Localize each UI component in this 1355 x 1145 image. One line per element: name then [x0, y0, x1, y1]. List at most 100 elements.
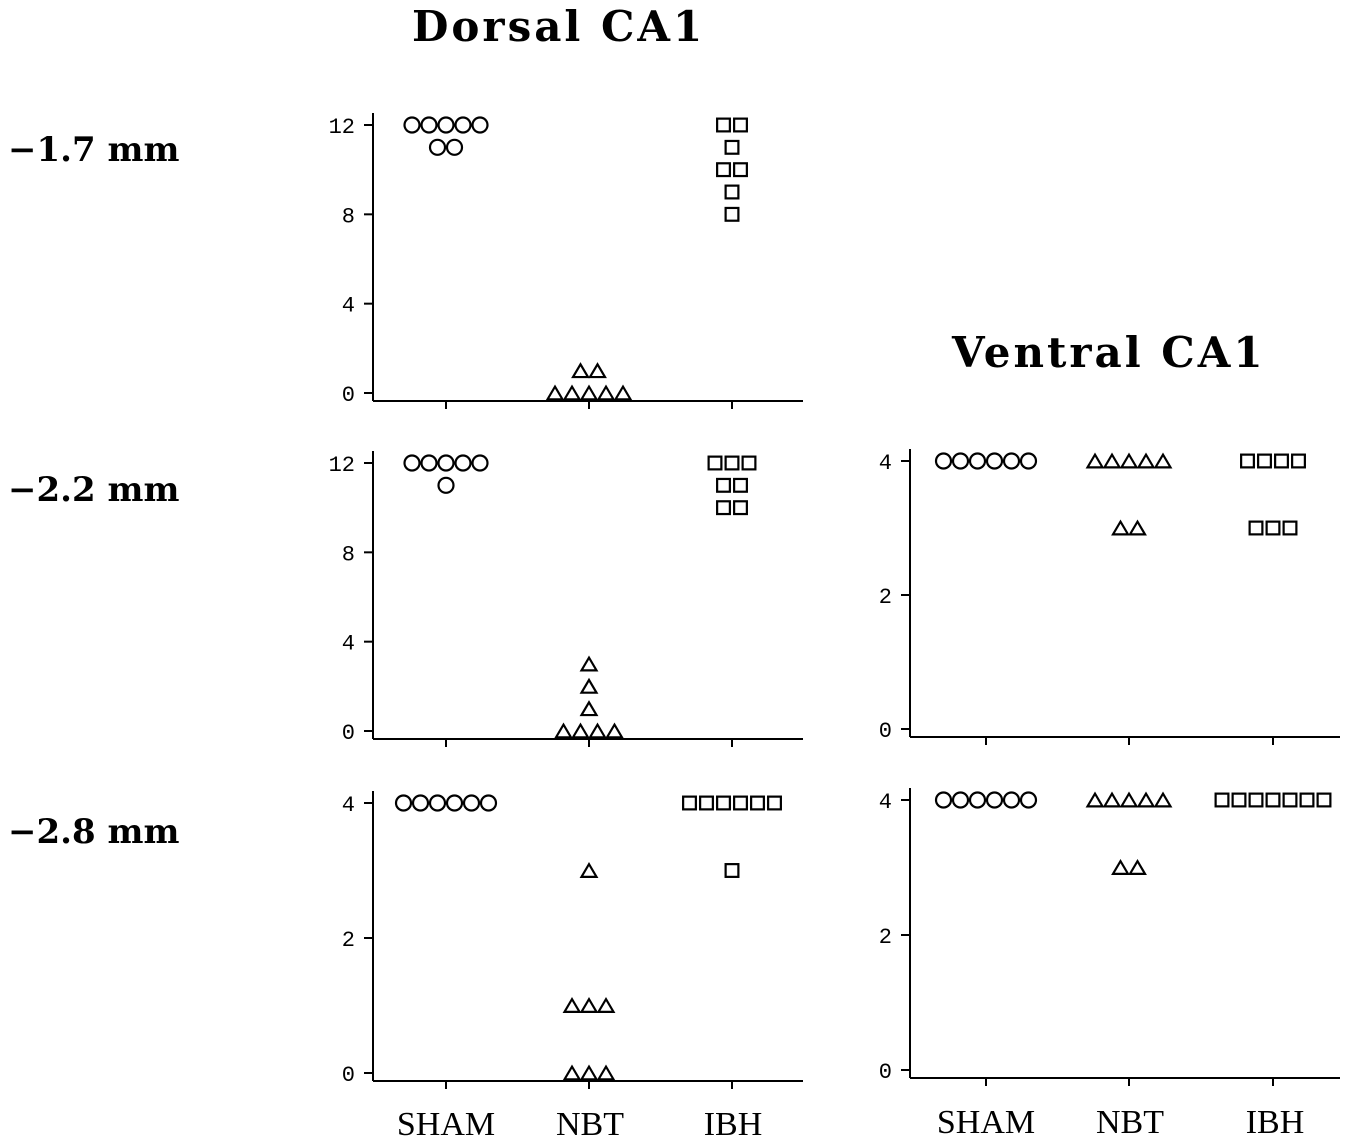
- point-dorsal-1_7-triangle-0-2: [579, 384, 599, 401]
- point-ventral-2_8-circle-4-5: [1019, 791, 1038, 809]
- y-tick-label-ventral-2_2-2: 2: [879, 585, 892, 610]
- point-dorsal-2_2-square-12-1: [724, 455, 740, 471]
- point-ventral-2_8-circle-4-1: [951, 791, 970, 809]
- point-ventral-2_8-square-4-4: [1282, 792, 1298, 808]
- point-ventral-2_8-square-4-6: [1316, 792, 1332, 808]
- point-dorsal-1_7-triangle-0-0: [545, 384, 565, 401]
- point-dorsal-2_2-circle-11-0: [437, 476, 455, 494]
- point-dorsal-2_2-square-10-1: [733, 500, 748, 516]
- point-dorsal-2_2-square-11-0: [716, 477, 731, 493]
- point-ventral-2_2-square-4-0: [1240, 453, 1255, 469]
- y-tick-label-dorsal-1_7-0: 0: [342, 383, 355, 408]
- point-dorsal-2_8-square-4-1: [699, 795, 714, 811]
- point-dorsal-2_8-triangle-1-1: [579, 996, 599, 1013]
- y-tick-label-dorsal-2_8-4: 4: [342, 793, 355, 818]
- point-dorsal-1_7-square-8-0: [724, 206, 740, 222]
- y-tick-label-dorsal-2_8-0: 0: [342, 1063, 355, 1088]
- x-label-ventral-nbt: NBT: [1096, 1104, 1164, 1141]
- point-dorsal-2_2-circle-12-2: [437, 454, 455, 472]
- y-tick-label-ventral-2_8-2: 2: [879, 925, 892, 950]
- point-dorsal-1_7-circle-11-1: [445, 138, 464, 156]
- point-ventral-2_8-square-4-5: [1299, 792, 1315, 808]
- point-ventral-2_2-circle-4-4: [1002, 452, 1021, 470]
- x-label-dorsal-sham: SHAM: [396, 1106, 496, 1143]
- point-dorsal-1_7-square-12-0: [716, 117, 731, 133]
- point-dorsal-1_7-square-12-1: [733, 117, 748, 133]
- point-dorsal-2_2-circle-12-4: [471, 454, 489, 472]
- point-dorsal-2_8-triangle-0-2: [596, 1064, 616, 1081]
- point-dorsal-1_7-triangle-0-1: [562, 384, 582, 401]
- point-dorsal-2_8-square-4-0: [682, 795, 697, 811]
- point-dorsal-2_2-triangle-3-0: [579, 655, 599, 672]
- point-dorsal-2_8-triangle-0-0: [562, 1064, 582, 1081]
- point-dorsal-2_2-circle-12-1: [420, 454, 438, 472]
- point-ventral-2_8-triangle-3-0: [1111, 858, 1130, 875]
- point-dorsal-2_2-square-11-1: [733, 477, 748, 493]
- point-ventral-2_2-triangle-4-3: [1136, 452, 1156, 469]
- point-ventral-2_2-triangle-4-4: [1153, 452, 1173, 469]
- y-tick-label-dorsal-2_2-4: 4: [342, 632, 355, 657]
- point-ventral-2_2-triangle-4-0: [1085, 452, 1105, 469]
- y-tick-label-dorsal-1_7-8: 8: [342, 204, 355, 229]
- y-tick-label-ventral-2_2-0: 0: [879, 719, 892, 744]
- x-label-dorsal-ibh: IBH: [703, 1106, 763, 1143]
- point-dorsal-2_2-triangle-0-3: [605, 722, 624, 739]
- point-dorsal-2_2-triangle-1-0: [579, 700, 599, 717]
- point-dorsal-1_7-triangle-0-4: [613, 384, 633, 401]
- point-dorsal-2_8-circle-4-2: [428, 794, 447, 812]
- point-dorsal-1_7-square-9-0: [724, 184, 740, 200]
- point-ventral-2_2-circle-4-1: [951, 452, 970, 470]
- point-dorsal-2_8-circle-4-4: [462, 794, 481, 812]
- point-ventral-2_2-square-3-0: [1248, 520, 1264, 536]
- point-dorsal-2_8-square-3-0: [724, 863, 740, 878]
- point-ventral-2_8-square-4-0: [1214, 792, 1230, 808]
- point-dorsal-2_2-triangle-0-0: [554, 722, 573, 739]
- point-dorsal-1_7-circle-12-3: [454, 116, 472, 134]
- x-label-dorsal-nbt: NBT: [556, 1106, 624, 1143]
- point-ventral-2_2-circle-4-0: [934, 452, 953, 470]
- point-ventral-2_2-square-3-1: [1265, 520, 1281, 536]
- point-dorsal-1_7-triangle-1-1: [588, 362, 607, 379]
- point-dorsal-2_8-circle-4-1: [411, 794, 430, 812]
- row-label-3: −2.8 mm: [8, 812, 180, 852]
- point-ventral-2_8-square-4-3: [1265, 792, 1281, 808]
- point-ventral-2_8-triangle-4-0: [1085, 791, 1105, 808]
- point-dorsal-2_8-triangle-3-0: [579, 861, 599, 878]
- point-dorsal-2_2-square-12-0: [707, 455, 723, 471]
- point-dorsal-2_2-triangle-2-0: [579, 677, 599, 694]
- point-ventral-2_8-circle-4-4: [1002, 791, 1021, 809]
- point-dorsal-1_7-triangle-0-3: [596, 384, 616, 401]
- y-tick-label-ventral-2_8-0: 0: [879, 1060, 892, 1085]
- point-dorsal-2_8-triangle-0-1: [579, 1064, 599, 1081]
- row-label-2: −2.2 mm: [8, 470, 180, 510]
- row-label-1: −1.7 mm: [8, 130, 180, 170]
- point-dorsal-2_2-triangle-0-1: [571, 722, 590, 739]
- point-dorsal-2_8-circle-4-3: [445, 794, 464, 812]
- y-tick-label-dorsal-2_2-8: 8: [342, 542, 355, 567]
- point-dorsal-1_7-circle-12-0: [403, 116, 421, 134]
- point-dorsal-1_7-circle-12-1: [420, 116, 438, 134]
- point-dorsal-1_7-circle-12-4: [471, 116, 489, 134]
- point-ventral-2_8-triangle-4-4: [1153, 791, 1173, 808]
- point-ventral-2_2-circle-4-3: [985, 452, 1004, 470]
- point-dorsal-1_7-square-10-0: [716, 162, 731, 178]
- y-tick-label-ventral-2_2-4: 4: [879, 451, 892, 476]
- point-ventral-2_2-square-4-1: [1257, 453, 1272, 469]
- y-tick-label-dorsal-1_7-12: 12: [329, 115, 355, 140]
- point-ventral-2_2-triangle-4-1: [1102, 452, 1122, 469]
- point-dorsal-2_8-circle-4-5: [479, 794, 498, 812]
- y-tick-label-ventral-2_8-4: 4: [879, 790, 892, 815]
- point-dorsal-1_7-circle-11-0: [428, 138, 447, 156]
- x-label-ventral-ibh: IBH: [1245, 1104, 1305, 1141]
- point-ventral-2_2-square-4-2: [1274, 453, 1289, 469]
- point-dorsal-2_2-circle-12-0: [403, 454, 421, 472]
- dorsal-title: Dorsal CA1: [412, 2, 706, 51]
- point-ventral-2_8-circle-4-3: [985, 791, 1004, 809]
- y-tick-label-dorsal-2_2-0: 0: [342, 721, 355, 746]
- point-dorsal-2_2-square-10-0: [716, 500, 731, 516]
- point-dorsal-2_8-square-4-2: [716, 795, 731, 811]
- point-ventral-2_2-square-4-3: [1291, 453, 1306, 469]
- point-ventral-2_8-triangle-4-3: [1136, 791, 1156, 808]
- point-dorsal-2_8-square-4-4: [750, 795, 765, 811]
- point-dorsal-2_2-square-12-2: [741, 455, 757, 471]
